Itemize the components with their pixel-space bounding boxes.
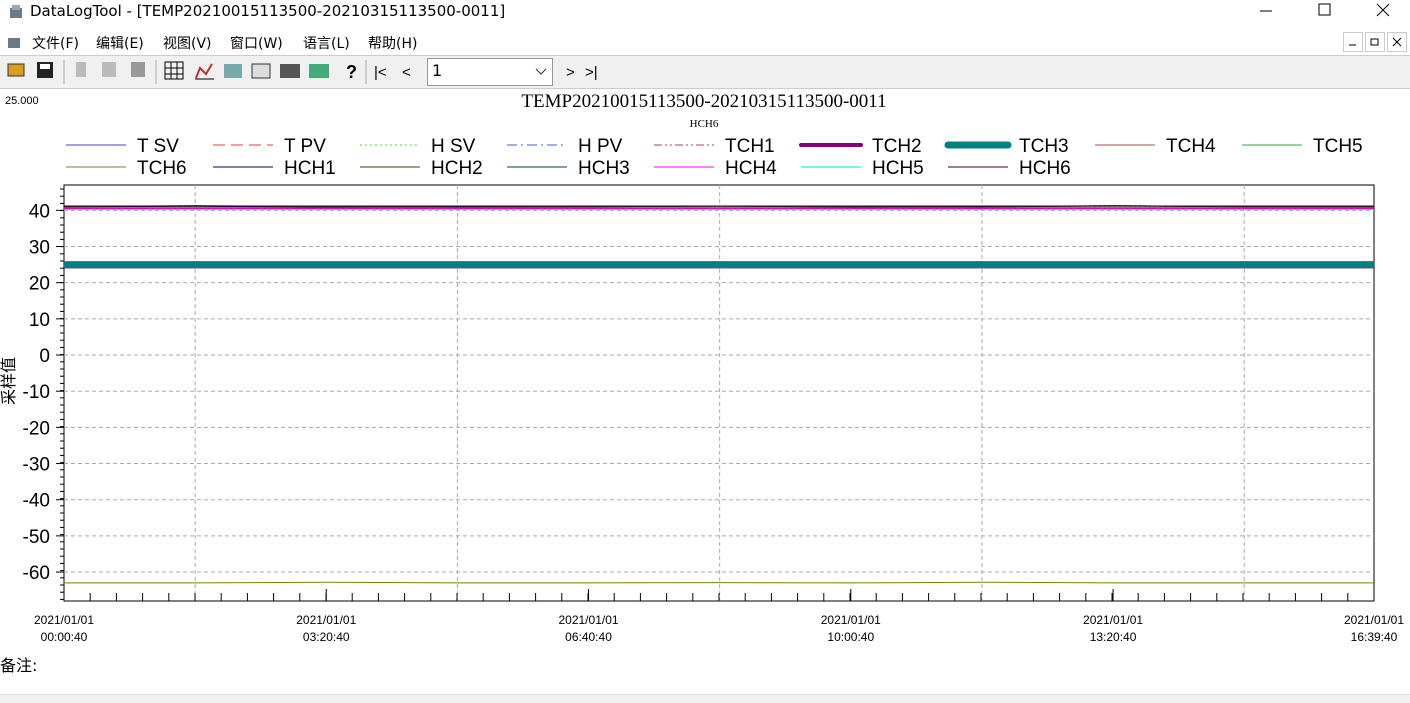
y-tick-label: 40: [29, 201, 50, 222]
menu-item[interactable]: 窗口(W): [230, 36, 283, 52]
y-tick-label: 10: [29, 310, 50, 331]
legend-label: TCH1: [725, 136, 775, 157]
legend-label: HCH2: [431, 158, 483, 179]
x-tick-label: 2021/01/01 13:20:40: [1083, 613, 1144, 644]
svg-text:>: >: [566, 64, 575, 81]
legend-label: TCH3: [1019, 136, 1069, 157]
x-tick-label: 2021/01/01 06:40:40: [558, 613, 619, 644]
doc-icon: [8, 38, 20, 48]
legend-label: TCH2: [872, 136, 922, 157]
y-axis-label: 采样值: [0, 357, 18, 405]
title-bar: DataLogTool - [TEMP20210015113500-202103…: [0, 0, 1410, 24]
y-tick-label: -30: [23, 455, 50, 476]
legend-label: T PV: [284, 136, 326, 157]
plot-area: [63, 184, 1375, 602]
svg-text:?: ?: [346, 62, 357, 82]
chart-subtitle: HCH6: [690, 118, 719, 130]
legend-label: HCH1: [284, 158, 336, 179]
x-tick-label: 2021/01/01 00:00:40: [33, 613, 95, 644]
y-tick-label: 0: [39, 346, 50, 367]
legend-label: TCH5: [1313, 136, 1363, 157]
y-tick-label: 30: [29, 237, 50, 258]
y-tick-label: -10: [23, 382, 50, 403]
window-controls[interactable]: [1250, 0, 1410, 24]
legend-label: H SV: [431, 136, 476, 157]
corner-value: 25.000: [5, 95, 39, 107]
page-combo-value[interactable]: 1: [432, 61, 443, 80]
menu-bar: 文件(F) 编辑(E) 视图(V) 窗口(W) 语言(L) 帮助(H): [0, 30, 1410, 54]
legend-label: H PV: [578, 136, 623, 157]
window-title: DataLogTool - [TEMP20210015113500-202103…: [30, 2, 506, 20]
menu-item[interactable]: 帮助(H): [368, 36, 418, 52]
legend-label: HCH5: [872, 158, 924, 179]
series-line: [64, 581, 1374, 584]
x-tick-label: 2021/01/01 16:39:40: [1343, 613, 1405, 644]
y-tick-label: -50: [23, 527, 50, 548]
toolbar-icons[interactable]: ? |< < > >|: [0, 56, 620, 88]
legend-label: T SV: [137, 136, 179, 157]
y-tick-label: -40: [23, 491, 50, 512]
toolbar: ? |< < > >| 1: [0, 55, 1410, 89]
svg-text:|<: |<: [374, 64, 387, 81]
legend-label: TCH4: [1166, 136, 1216, 157]
svg-text:>|: >|: [585, 64, 598, 81]
menu-item[interactable]: 文件(F): [32, 36, 79, 52]
x-axis-labels: 2021/01/01 00:00:40 2021/01/01 03:20:40 20…: [0, 612, 1410, 648]
menu-item[interactable]: 语言(L): [303, 36, 350, 52]
legend-label: TCH6: [137, 158, 187, 179]
y-tick-label: -20: [23, 418, 50, 439]
status-bar: [0, 694, 1410, 703]
svg-text:<: <: [402, 64, 411, 81]
chart: 25.000 TEMP20210015113500-20210315113500-…: [0, 91, 1375, 602]
y-tick-label: -60: [23, 563, 50, 584]
y-tick-label: 20: [29, 274, 50, 295]
chart-title: TEMP20210015113500-20210315113500-0011: [521, 91, 886, 112]
mdi-controls[interactable]: [1343, 32, 1407, 52]
legend-label: HCH6: [1019, 158, 1071, 179]
menu-item[interactable]: 视图(V): [163, 36, 212, 52]
x-tick-label: 2021/01/01 03:20:40: [296, 613, 357, 644]
x-tick-label: 2021/01/01 10:00:40: [820, 613, 881, 644]
notes-label: 备注:: [0, 656, 38, 675]
legend-label: HCH3: [578, 158, 630, 179]
menu-item[interactable]: 编辑(E): [96, 36, 144, 52]
legend-label: HCH4: [725, 158, 777, 179]
app-icon: [10, 5, 22, 18]
